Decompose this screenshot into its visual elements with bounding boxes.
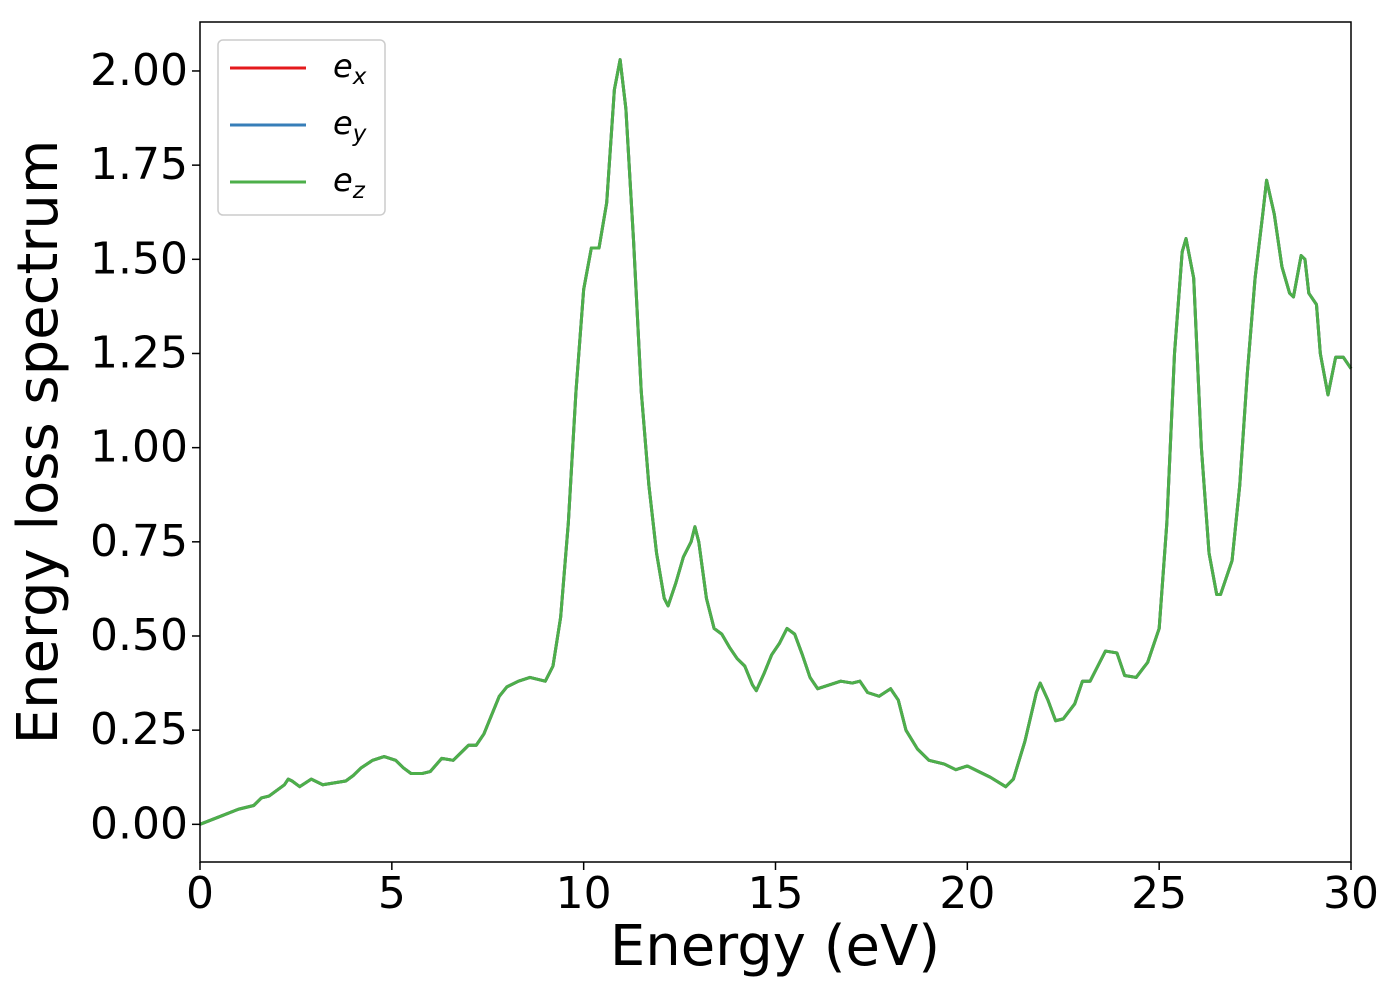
legend-label: ex: [333, 47, 367, 90]
y-tick-label: 0.25: [90, 704, 188, 755]
legend-label: ey: [333, 104, 367, 147]
x-tick-label: 0: [186, 868, 214, 919]
y-tick-label: 0.00: [90, 798, 188, 849]
x-tick-label: 15: [748, 868, 804, 919]
y-tick-label: 2.00: [90, 45, 188, 96]
y-tick-label: 0.75: [90, 516, 188, 567]
x-tick-label: 20: [939, 868, 995, 919]
x-tick-label: 25: [1131, 868, 1187, 919]
y-tick-label: 1.00: [90, 422, 188, 473]
y-tick-label: 1.50: [90, 233, 188, 284]
plot-frame: [199, 21, 1352, 863]
y-tick-label: 1.75: [90, 139, 188, 190]
x-axis-label: Energy (eV): [610, 914, 940, 979]
series-line: [199, 58, 1353, 826]
x-tick-label: 5: [378, 868, 406, 919]
x-tick-label: 30: [1323, 868, 1379, 919]
legend-box: [217, 39, 386, 216]
x-tick-label: 10: [556, 868, 612, 919]
legend-label: ez: [333, 161, 366, 204]
y-axis-label: Energy loss spectrum: [6, 140, 71, 745]
y-tick-label: 0.50: [90, 610, 188, 661]
y-tick-label: 1.25: [90, 327, 188, 378]
